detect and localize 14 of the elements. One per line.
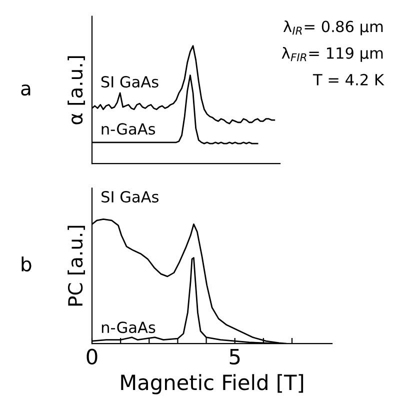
series-label: n-GaAs [102,123,156,135]
y-axis-title: PC [a.u.] [68,226,85,306]
x-tick-label: 0 [86,348,98,365]
y-axis-title: α [a.u.] [68,56,85,124]
series-label: SI GaAs [102,191,158,203]
series-label: n-GaAs [102,322,156,334]
text: a [21,84,30,96]
series-label: SI GaAs [101,76,158,88]
text: λ$_{IR}$= 0.86 μm [283,20,383,36]
text: b [22,256,32,272]
x-axis-title: Magnetic Field [T] [121,374,304,394]
x-tick-label: 5 [230,349,240,365]
text: T = 4.2 K [312,74,384,86]
text: λ$_{FIR}$= 119 μm [282,47,383,62]
